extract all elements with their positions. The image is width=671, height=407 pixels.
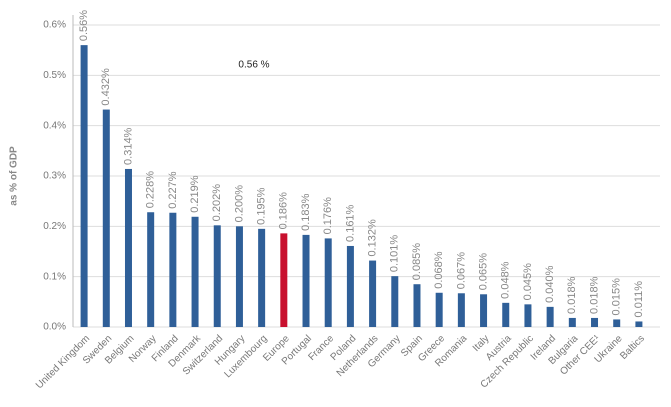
bar: [258, 228, 266, 327]
bar: [568, 317, 576, 327]
y-tick-label: 0.1%: [43, 271, 66, 282]
bar: [213, 225, 221, 327]
y-tick-label: 0.3%: [43, 171, 66, 182]
bar: [169, 212, 177, 327]
data-label: 0.045%: [522, 263, 534, 301]
data-label: 0.176%: [322, 197, 334, 235]
data-label: 0.314%: [122, 127, 134, 165]
bar: [147, 212, 155, 327]
data-label: 0.067%: [455, 252, 467, 290]
annotation: 0.56 %: [238, 60, 269, 71]
y-tick-label: 0.5%: [43, 70, 66, 81]
data-label: 0.048%: [500, 261, 512, 299]
bar: [391, 276, 399, 327]
data-label: 0.186%: [278, 192, 290, 230]
bar: [435, 292, 443, 327]
data-label: 0.132%: [367, 219, 379, 257]
y-tick-label: 0.0%: [43, 322, 66, 333]
data-label: 0.227%: [167, 171, 179, 209]
data-label: 0.195%: [256, 187, 268, 225]
data-label: 0.200%: [233, 185, 245, 223]
data-label: 0.202%: [211, 184, 223, 222]
data-label: 0.085%: [411, 243, 423, 281]
data-label: 0.065%: [477, 253, 489, 291]
data-label: 0.161%: [344, 204, 356, 242]
bar: [302, 234, 310, 327]
data-label: 0.040%: [544, 265, 556, 303]
bar: [502, 302, 510, 327]
bar: [369, 260, 377, 327]
bar: [324, 238, 332, 327]
bar: [235, 226, 243, 327]
bar: [457, 293, 465, 327]
y-tick-label: 0.4%: [43, 120, 66, 131]
data-label: 0.56%: [78, 10, 90, 41]
data-label: 0.432%: [100, 68, 112, 106]
bar: [413, 284, 421, 327]
bar: [191, 216, 199, 327]
bar: [346, 245, 354, 327]
bar: [102, 109, 110, 327]
data-label: 0.068%: [433, 251, 445, 289]
data-label: 0.101%: [389, 235, 401, 273]
data-label: 0.011%: [633, 281, 645, 318]
data-label: 0.015%: [611, 278, 623, 316]
bar: [480, 294, 488, 327]
y-tick-label: 0.2%: [43, 221, 66, 232]
bar: [546, 306, 554, 327]
data-label: 0.219%: [189, 175, 201, 213]
y-tick-label: 0.6%: [43, 20, 66, 31]
bar: [524, 304, 532, 327]
data-label: 0.183%: [300, 193, 312, 231]
data-label: 0.018%: [588, 276, 600, 314]
bar: [613, 319, 621, 327]
data-label: 0.228%: [145, 171, 157, 209]
data-label: 0.018%: [566, 276, 578, 314]
bar: [124, 168, 132, 327]
bar: [80, 45, 88, 328]
bar: [635, 321, 643, 327]
y-axis-label: as % of GDP: [9, 146, 20, 206]
x-tick-label: Baltics: [618, 333, 647, 362]
bar: [280, 233, 288, 327]
bar: [591, 317, 599, 327]
